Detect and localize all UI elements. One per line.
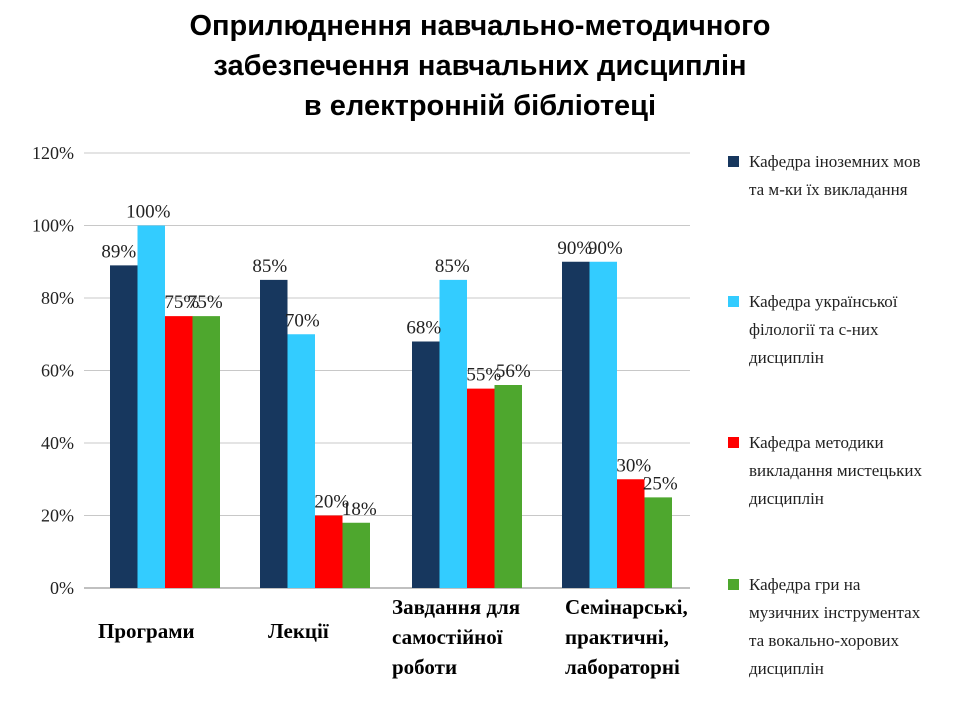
legend-entry-line: музичних інструментах xyxy=(749,603,921,622)
y-tick-label: 60% xyxy=(41,361,74,381)
category-label-line: Лекції xyxy=(268,619,329,643)
data-label: 25% xyxy=(643,473,678,494)
y-axis: 0% 20% 40% 60% 80% 100% 120% xyxy=(32,143,690,598)
legend-entry-3: Кафедра методики викладання мистецьких дис… xyxy=(749,433,922,508)
bar-series-4-cat-2 xyxy=(342,522,370,588)
bar-series-4-cat-3 xyxy=(494,385,522,588)
bar-series-4-cat-4 xyxy=(644,497,672,588)
legend-entry-1: Кафедра іноземних мов та м-ки їх викладан… xyxy=(749,152,921,199)
legend-entry-line: Кафедра української xyxy=(749,292,898,311)
bar-series-1-cat-4 xyxy=(562,261,590,588)
y-tick-label: 80% xyxy=(41,288,74,308)
chart-title-line-1: Оприлюднення навчально-методичного xyxy=(189,10,771,42)
data-label: 85% xyxy=(435,256,470,277)
bar-series-3-cat-3 xyxy=(467,388,495,588)
legend-swatch-3 xyxy=(728,437,739,448)
data-label: 18% xyxy=(342,499,377,520)
legend-entry-line: дисциплін xyxy=(749,489,824,508)
bar-series-2-cat-2 xyxy=(287,334,315,588)
bar-series-4-cat-1 xyxy=(192,316,220,588)
chart-title-line-3: в електронній бібліотеці xyxy=(303,90,657,122)
category-label-line: лабораторні xyxy=(565,655,680,679)
y-tick-label: 120% xyxy=(32,143,74,163)
data-labels: 89% 85% 68% 90% 100% 70% 85% 90% 75% 20% 55% 30% 75%… xyxy=(101,202,678,520)
y-tick-label: 20% xyxy=(41,506,74,526)
bar-series-1-cat-1 xyxy=(110,265,138,588)
y-tick-label: 100% xyxy=(32,216,74,236)
legend-entry-line: Кафедра методики xyxy=(749,433,884,452)
chart-title-line-2: забезпечення навчальних дисциплін xyxy=(213,50,747,82)
bar-series-2-cat-3 xyxy=(439,279,467,588)
legend-swatch-4 xyxy=(728,579,739,590)
category-label-4: Семінарські, практичні, лабораторні xyxy=(565,595,688,679)
legend: Кафедра іноземних мов та м-ки їх викладан… xyxy=(728,152,922,678)
bar-series-3-cat-2 xyxy=(315,515,343,588)
category-label-line: Програми xyxy=(98,619,195,643)
data-label: 70% xyxy=(285,310,320,331)
legend-entry-line: дисциплін xyxy=(749,659,824,678)
category-label-line: Завдання для xyxy=(392,595,520,619)
data-label: 100% xyxy=(126,202,171,223)
category-label-line: самостійної xyxy=(392,625,503,649)
category-label-2: Лекції xyxy=(268,619,329,643)
category-label-1: Програми xyxy=(98,619,195,643)
data-label: 55% xyxy=(466,365,501,386)
category-label-3: Завдання для самостійної роботи xyxy=(392,595,520,679)
data-label: 90% xyxy=(588,238,623,259)
legend-entry-line: дисциплін xyxy=(749,348,824,367)
data-label: 75% xyxy=(164,292,199,313)
bar-series-2-cat-4 xyxy=(589,261,617,588)
data-label: 68% xyxy=(406,318,441,339)
data-label: 85% xyxy=(252,256,287,277)
data-label: 20% xyxy=(314,492,349,513)
legend-swatch-2 xyxy=(728,296,739,307)
category-label-line: практичні, xyxy=(565,625,669,649)
bar-series-2-cat-1 xyxy=(137,225,165,588)
bars xyxy=(110,225,672,588)
legend-swatch-1 xyxy=(728,156,739,167)
legend-entry-2: Кафедра української філології та с-них дис… xyxy=(749,292,898,367)
category-label-line: Семінарські, xyxy=(565,595,688,619)
category-label-line: роботи xyxy=(392,655,457,679)
y-tick-label: 40% xyxy=(41,433,74,453)
bar-series-3-cat-1 xyxy=(165,316,193,588)
x-axis-categories: Програми Лекції Завдання для самостійної роб… xyxy=(98,595,688,679)
legend-entry-line: викладання мистецьких xyxy=(749,461,922,480)
legend-entry-line: Кафедра іноземних мов xyxy=(749,152,921,171)
legend-entry-line: та м-ки їх викладання xyxy=(749,180,908,199)
data-label: 75% xyxy=(188,292,223,313)
bar-series-1-cat-3 xyxy=(412,341,440,588)
chart-title: Оприлюднення навчально-методичного забез… xyxy=(0,6,960,126)
data-label: 56% xyxy=(496,361,531,382)
y-tick-label: 0% xyxy=(50,578,74,598)
bar-series-1-cat-2 xyxy=(260,279,288,588)
legend-entry-line: філології та с-них xyxy=(749,320,879,339)
data-label: 30% xyxy=(616,455,651,476)
legend-entry-line: та вокально-хорових xyxy=(749,631,900,650)
data-label: 90% xyxy=(557,238,592,259)
data-label: 89% xyxy=(101,241,136,262)
legend-entry-4: Кафедра гри на музичних інструментах та во… xyxy=(749,575,921,678)
legend-entry-line: Кафедра гри на xyxy=(749,575,861,594)
bar-series-3-cat-4 xyxy=(617,479,645,588)
